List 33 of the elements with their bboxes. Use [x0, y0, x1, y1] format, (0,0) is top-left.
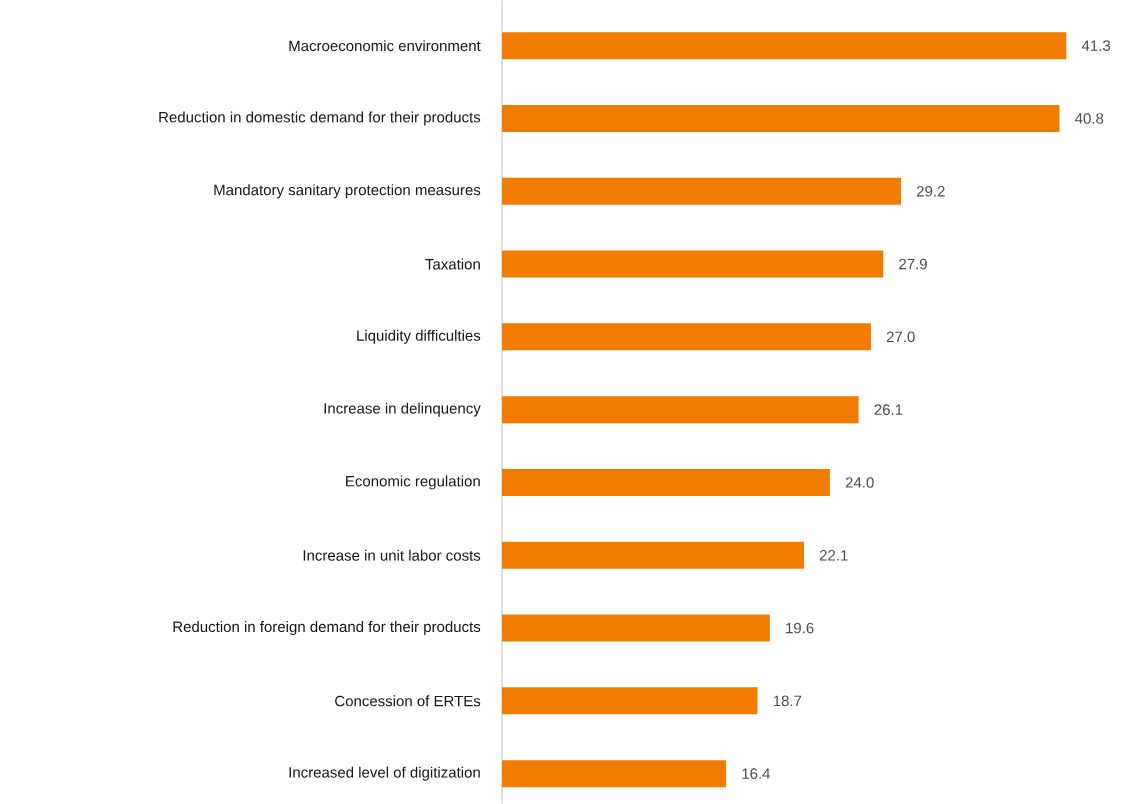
data-label: 22.1	[819, 550, 848, 561]
data-label: 40.8	[1075, 113, 1104, 124]
y-tick-label: Economic regulation	[346, 475, 480, 490]
bar	[502, 323, 871, 351]
data-label: 29.2	[916, 185, 945, 197]
y-tick-label: Liquidity difficulties	[357, 329, 481, 344]
data-label: 18.7	[773, 695, 802, 707]
bar	[502, 177, 901, 205]
y-tick-label: Mandatory sanitary protection measures	[214, 184, 481, 199]
bar	[502, 104, 1060, 132]
y-tick-label: Increase in delinquency	[324, 402, 481, 417]
y-tick-label: Macroeconomic environment	[289, 40, 481, 52]
y-tick-label: Reduction in foreign demand for their products	[173, 621, 481, 636]
data-label: 16.4	[742, 768, 771, 779]
bar	[502, 614, 770, 642]
bar	[502, 396, 859, 424]
y-tick-label: Reduction in domestic demand for their products	[159, 111, 481, 126]
y-tick-label: Increased level of digitization	[289, 766, 480, 781]
bar	[502, 250, 884, 278]
data-label: 19.6	[786, 622, 814, 634]
y-tick-label: Increase in unit labor costs	[303, 549, 481, 561]
data-label: 27.0	[886, 331, 915, 343]
data-label: 41.3	[1081, 40, 1111, 51]
bar	[502, 32, 1067, 60]
bar	[502, 687, 758, 715]
y-tick-label: Concession of ERTEs	[335, 695, 481, 707]
bar	[502, 760, 727, 788]
data-label: 26.1	[874, 404, 903, 415]
y-tick-label: Taxation	[425, 258, 480, 270]
bar	[502, 541, 804, 569]
bar	[502, 468, 830, 496]
data-label: 24.0	[845, 477, 874, 488]
data-label: 27.9	[899, 258, 927, 270]
